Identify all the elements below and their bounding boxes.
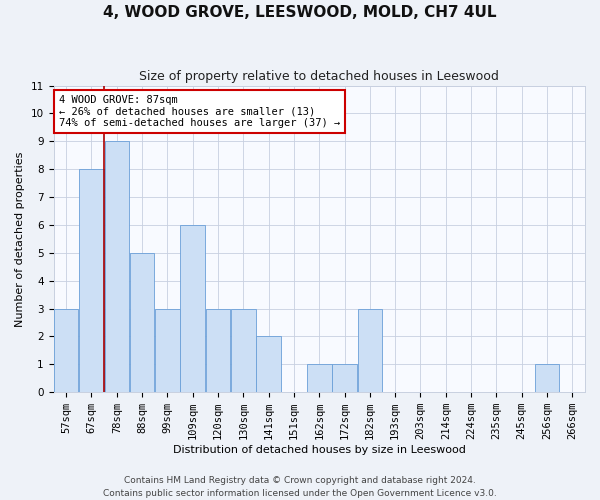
Bar bbox=[332, 364, 357, 392]
Bar bbox=[206, 308, 230, 392]
Bar bbox=[79, 169, 104, 392]
Bar bbox=[104, 142, 129, 392]
Title: Size of property relative to detached houses in Leeswood: Size of property relative to detached ho… bbox=[139, 70, 499, 83]
Text: Contains HM Land Registry data © Crown copyright and database right 2024.
Contai: Contains HM Land Registry data © Crown c… bbox=[103, 476, 497, 498]
Bar bbox=[256, 336, 281, 392]
Text: 4 WOOD GROVE: 87sqm
← 26% of detached houses are smaller (13)
74% of semi-detach: 4 WOOD GROVE: 87sqm ← 26% of detached ho… bbox=[59, 95, 340, 128]
X-axis label: Distribution of detached houses by size in Leeswood: Distribution of detached houses by size … bbox=[173, 445, 466, 455]
Text: 4, WOOD GROVE, LEESWOOD, MOLD, CH7 4UL: 4, WOOD GROVE, LEESWOOD, MOLD, CH7 4UL bbox=[103, 5, 497, 20]
Bar bbox=[535, 364, 559, 392]
Bar bbox=[155, 308, 179, 392]
Bar bbox=[54, 308, 79, 392]
Bar bbox=[358, 308, 382, 392]
Bar bbox=[181, 225, 205, 392]
Bar bbox=[307, 364, 332, 392]
Bar bbox=[231, 308, 256, 392]
Bar bbox=[130, 253, 154, 392]
Y-axis label: Number of detached properties: Number of detached properties bbox=[15, 151, 25, 326]
